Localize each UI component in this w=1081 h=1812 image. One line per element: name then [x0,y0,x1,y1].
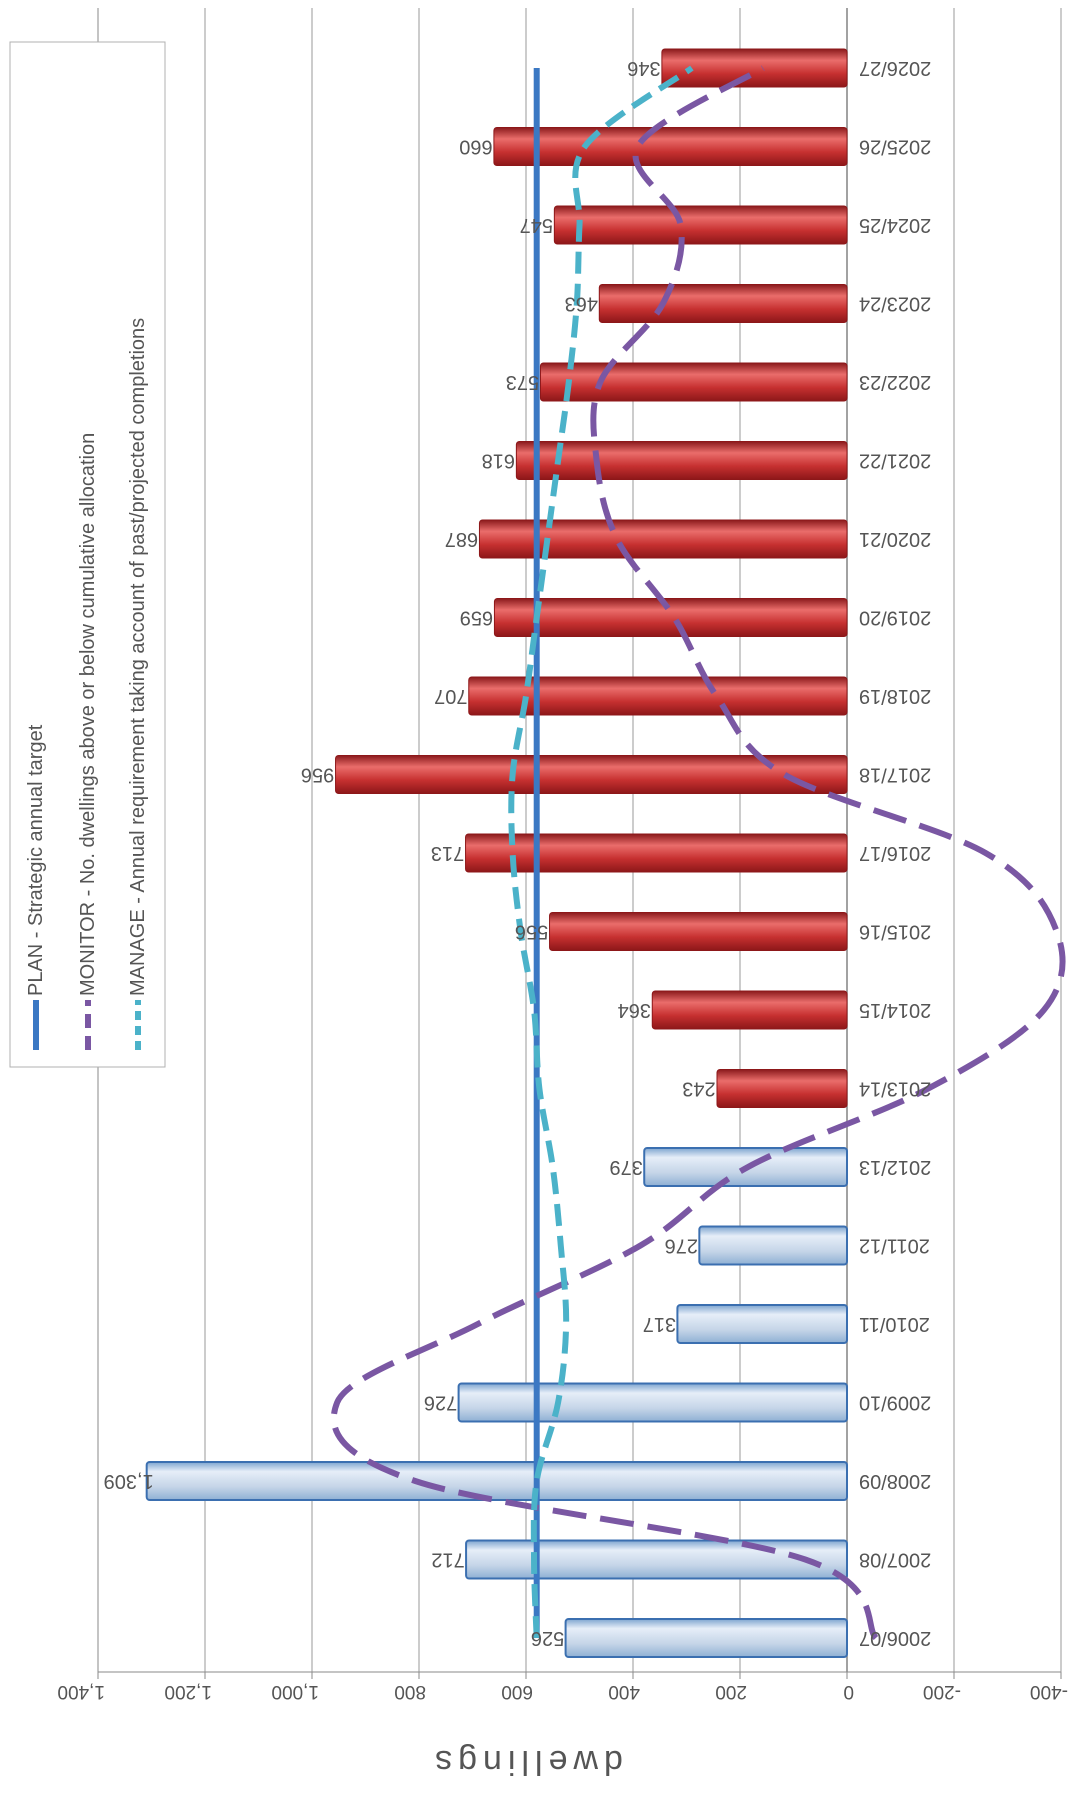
bar-projected-completions [549,912,848,951]
category-label: 2023/24 [859,293,931,315]
category-label: 2020/21 [859,528,931,550]
category-label: 2010/11 [859,1313,930,1335]
bar-data-label: 659 [460,607,493,629]
category-label: 2013/14 [859,1078,931,1100]
bar-projected-completions [716,1069,848,1108]
bar-data-label: 276 [665,1235,698,1257]
bar-data-label: 573 [506,371,539,393]
bar-data-label: 547 [520,214,553,236]
bar-data-label: 618 [482,450,515,472]
category-label: 2012/13 [859,1156,931,1178]
bar-series [145,48,849,1658]
category-label: 2025/26 [859,136,931,158]
bar-data-label: 1,309 [104,1470,154,1492]
bar-past-completions [465,1539,848,1580]
bar-data-label: 712 [431,1549,464,1571]
value-tick-label: 1,000 [271,1681,319,1702]
value-tick-label: 600 [501,1681,533,1702]
category-label: 2017/18 [859,764,931,786]
bar-data-label: 707 [434,685,467,707]
category-label: 2021/22 [859,450,931,472]
category-label: 2006/07 [859,1627,931,1649]
bar-projected-completions [553,205,848,245]
category-axis-labels: 2006/07 2007/08 2008/09 2009/10 2010/11 2011/… [859,57,931,1649]
bar-past-completions [145,1461,848,1501]
bar-data-label: 243 [682,1078,715,1100]
bar-projected-completions [478,519,848,559]
line-series [330,65,1066,1641]
monitor-line [330,65,1066,1641]
bar-projected-completions [468,676,848,716]
bar-data-label: 660 [459,136,492,158]
bar-past-completions [698,1225,849,1266]
legend: PLAN - Strategic annual target MONITOR - … [9,41,166,1068]
category-label: 2016/17 [859,842,931,864]
value-tick-label: 1,200 [164,1681,212,1702]
category-label: 2022/23 [859,371,931,393]
category-label: 2019/20 [859,607,931,629]
bar-projected-completions [465,833,848,873]
category-label: 2014/15 [859,999,931,1021]
bar-projected-completions [493,127,848,166]
axis-title: dwellings [429,1743,623,1781]
bar-past-completions [564,1618,849,1658]
category-label: 2008/09 [859,1470,931,1492]
category-label: 2015/16 [859,921,931,943]
bar-data-label: 364 [618,999,651,1021]
value-tick-label: 1,400 [57,1681,105,1702]
bar-projected-completions [539,362,848,402]
bar-data-label: 556 [515,921,548,943]
value-tick-label: 200 [715,1681,747,1702]
bar-projected-completions [598,284,848,323]
legend-box [9,41,166,1068]
bar-data-label: 713 [431,842,464,864]
legend-label-plan: PLAN - Strategic annual target [25,724,47,996]
bar-data-label: 726 [424,1392,457,1414]
value-tick-label: 800 [394,1681,426,1702]
y-axis-title: dwellings [429,1743,623,1781]
bar-projected-completions [651,990,848,1030]
category-label: 2011/12 [859,1235,930,1257]
bar-past-completions [457,1382,848,1423]
value-tick-label: 400 [608,1681,640,1702]
bar-data-label: 956 [301,764,334,786]
bar-data-label: 526 [531,1627,564,1649]
value-tick-label: -200 [923,1681,961,1702]
value-tick-label: 0 [843,1681,854,1702]
category-label: 2007/08 [859,1549,931,1571]
legend-label-manage: MANAGE - Annual requirement taking accou… [127,318,149,996]
bar-projected-completions [335,755,848,794]
bar-data-label: 463 [565,293,598,315]
bar-past-completions [676,1304,849,1344]
bar-data-label: 687 [445,528,478,550]
manage-line [508,65,694,1639]
bar-data-labels: 526 712 1,309 726 317 276 379 243 364 556 713 956 70… [104,57,716,1649]
legend-label-monitor: MONITOR - No. dwellings above or below c… [77,433,99,996]
value-axis-ticks: -400 -200 0 200 400 600 800 1,000 1,200 1,400 [57,1681,1068,1702]
value-tick-label: -400 [1030,1681,1068,1702]
category-label: 2026/27 [859,57,931,79]
category-label: 2018/19 [859,685,931,707]
category-label: 2009/10 [859,1392,931,1414]
category-label: 2024/25 [859,214,931,236]
bar-data-label: 379 [610,1156,643,1178]
bar-data-label: 346 [627,57,660,79]
bar-projected-completions [493,598,848,637]
bar-projected-completions [661,48,848,88]
bar-data-label: 317 [643,1313,676,1335]
bar-projected-completions [515,441,848,480]
